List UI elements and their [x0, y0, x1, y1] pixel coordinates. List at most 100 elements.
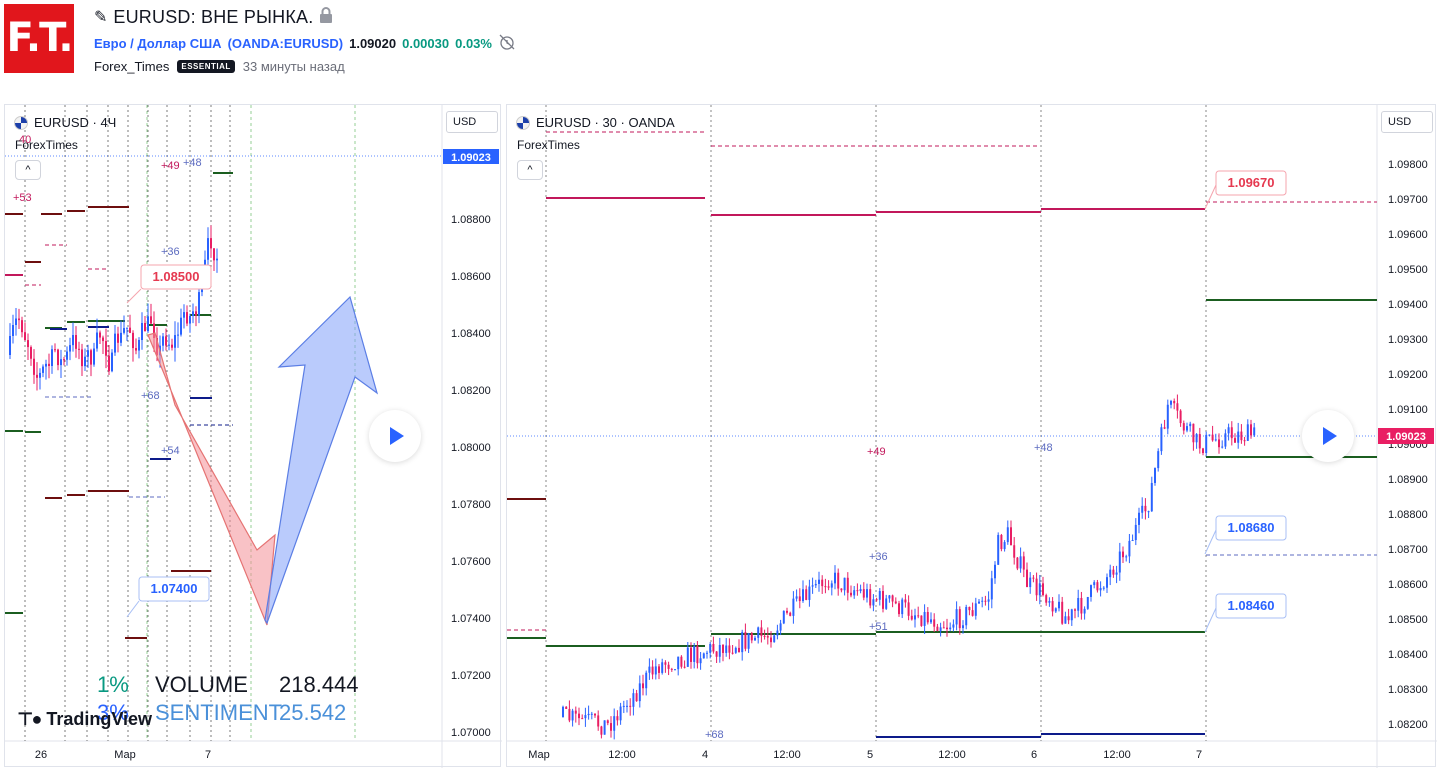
- candle-body: [51, 349, 53, 367]
- chart-symbol: EURUSD · 4Ч: [34, 115, 117, 130]
- candle-body: [1070, 609, 1073, 621]
- candle-body: [805, 589, 808, 600]
- candle-body: [75, 335, 77, 349]
- candle-body: [1074, 609, 1076, 611]
- candle-body: [658, 666, 660, 673]
- candle-body: [1013, 545, 1016, 558]
- candle-body: [1163, 427, 1166, 429]
- candle-body: [18, 318, 20, 321]
- candle-body: [936, 626, 939, 631]
- tradingview-watermark[interactable]: ⊤● TradingView: [17, 709, 152, 730]
- price-tick-label: 1.09100: [1388, 404, 1428, 416]
- candle-body: [613, 716, 616, 731]
- candle-body: [1086, 596, 1089, 609]
- candle-body: [750, 633, 753, 641]
- play-replay-button[interactable]: [1302, 410, 1354, 462]
- price-tick-label: 1.09800: [1388, 159, 1428, 171]
- instrument-code-link[interactable]: (OANDA:EURUSD): [227, 35, 344, 51]
- candle-body: [1224, 433, 1227, 447]
- play-replay-button[interactable]: [369, 410, 421, 462]
- candle-body: [1182, 423, 1185, 431]
- chart-panel-4h[interactable]: 1.08800 1.08600 1.08400 1.08200 1.08000 1.078…: [4, 104, 502, 768]
- candle-body: [914, 615, 916, 620]
- time-tick-label: 12:00: [938, 749, 966, 761]
- candle-body: [632, 693, 635, 707]
- candle-body: [706, 652, 708, 654]
- chart-canvas-30m[interactable]: 1.09800 1.09700 1.09600 1.09500 1.09400 1.093…: [507, 105, 1437, 768]
- candle-body: [693, 645, 696, 662]
- candle-body: [150, 316, 152, 324]
- candle-body: [78, 348, 80, 350]
- distance-label: 40: [19, 134, 31, 146]
- instrument-name-link[interactable]: Евро / Доллар США: [94, 35, 222, 51]
- callout-mid-pointer: [1204, 529, 1217, 555]
- candle-body: [674, 669, 676, 671]
- chart-legend-4h[interactable]: EURUSD · 4Ч: [14, 115, 116, 130]
- distance-label: +48: [1034, 442, 1053, 454]
- candle-body: [15, 318, 17, 326]
- candle-body: [66, 351, 68, 360]
- candle-body: [779, 623, 782, 631]
- candle-body: [117, 333, 119, 343]
- lock-icon: [319, 6, 333, 28]
- candle-body: [738, 647, 740, 653]
- candle-body: [587, 713, 590, 716]
- candle-body: [994, 564, 996, 579]
- candle-body: [946, 627, 948, 630]
- candle-body: [958, 609, 961, 629]
- price-tick-label: 1.08600: [1388, 579, 1428, 591]
- candle-body: [1211, 434, 1214, 441]
- candle-body: [930, 619, 932, 623]
- candle-body: [135, 348, 137, 351]
- currency-selector[interactable]: USD: [1381, 111, 1433, 133]
- candle-body: [27, 340, 29, 348]
- price-tick-label: 1.07000: [451, 727, 491, 739]
- collapse-legend-button[interactable]: ^: [15, 160, 41, 180]
- candle-body: [709, 643, 712, 653]
- candle-body: [24, 332, 26, 341]
- currency-selector[interactable]: USD: [446, 111, 498, 133]
- idea-header: F.T. ✎ EURUSD: ВНЕ РЫНКА. Евро / Доллар …: [0, 0, 1441, 100]
- candle-body: [901, 599, 904, 615]
- candle-body: [1042, 583, 1044, 596]
- candle-body: [933, 619, 936, 627]
- author-row: Forex_Times ESSENTIAL 33 минуты назад: [94, 58, 345, 74]
- candle-body: [1051, 601, 1054, 612]
- chart-panel-30m[interactable]: 1.09800 1.09700 1.09600 1.09500 1.09400 1.093…: [506, 104, 1437, 768]
- candle-body: [990, 578, 993, 600]
- author-logo[interactable]: F.T.: [4, 4, 74, 73]
- candle-body: [1035, 578, 1038, 596]
- candle-body: [48, 363, 50, 367]
- collapse-legend-button[interactable]: ^: [517, 160, 543, 180]
- chart-symbol: EURUSD · 30 · OANDA: [536, 115, 675, 130]
- candle-body: [1080, 597, 1083, 614]
- candle-body: [1227, 427, 1230, 434]
- author-name[interactable]: Forex_Times: [94, 58, 170, 74]
- candle-body: [840, 588, 843, 591]
- candle-body: [72, 335, 74, 346]
- candle-body: [846, 577, 849, 593]
- last-price: 1.09020: [349, 35, 397, 51]
- candle-body: [1038, 583, 1041, 596]
- candle-body: [821, 579, 824, 587]
- candle-body: [1221, 446, 1224, 448]
- candle-body: [648, 666, 651, 673]
- candle-body: [981, 600, 984, 602]
- candle-body: [132, 332, 134, 349]
- candle-body: [734, 647, 737, 653]
- candle-body: [108, 355, 110, 372]
- time-tick-label: 12:00: [1103, 749, 1131, 761]
- candle-body: [971, 610, 974, 616]
- candle-body: [811, 585, 814, 587]
- chart-legend-30m[interactable]: EURUSD · 30 · OANDA: [516, 115, 675, 130]
- callout-upper-pointer: [126, 288, 142, 304]
- candle-body: [802, 589, 804, 602]
- candle-body: [1186, 426, 1188, 431]
- candle-body: [1115, 572, 1118, 575]
- candle-body: [1214, 439, 1217, 441]
- candle-body: [853, 590, 856, 596]
- chart-canvas-4h[interactable]: 1.08800 1.08600 1.08400 1.08200 1.08000 1.078…: [5, 105, 502, 768]
- candle-body: [629, 705, 632, 707]
- candle-body: [1147, 511, 1150, 513]
- volume-value: 218.444: [279, 672, 359, 697]
